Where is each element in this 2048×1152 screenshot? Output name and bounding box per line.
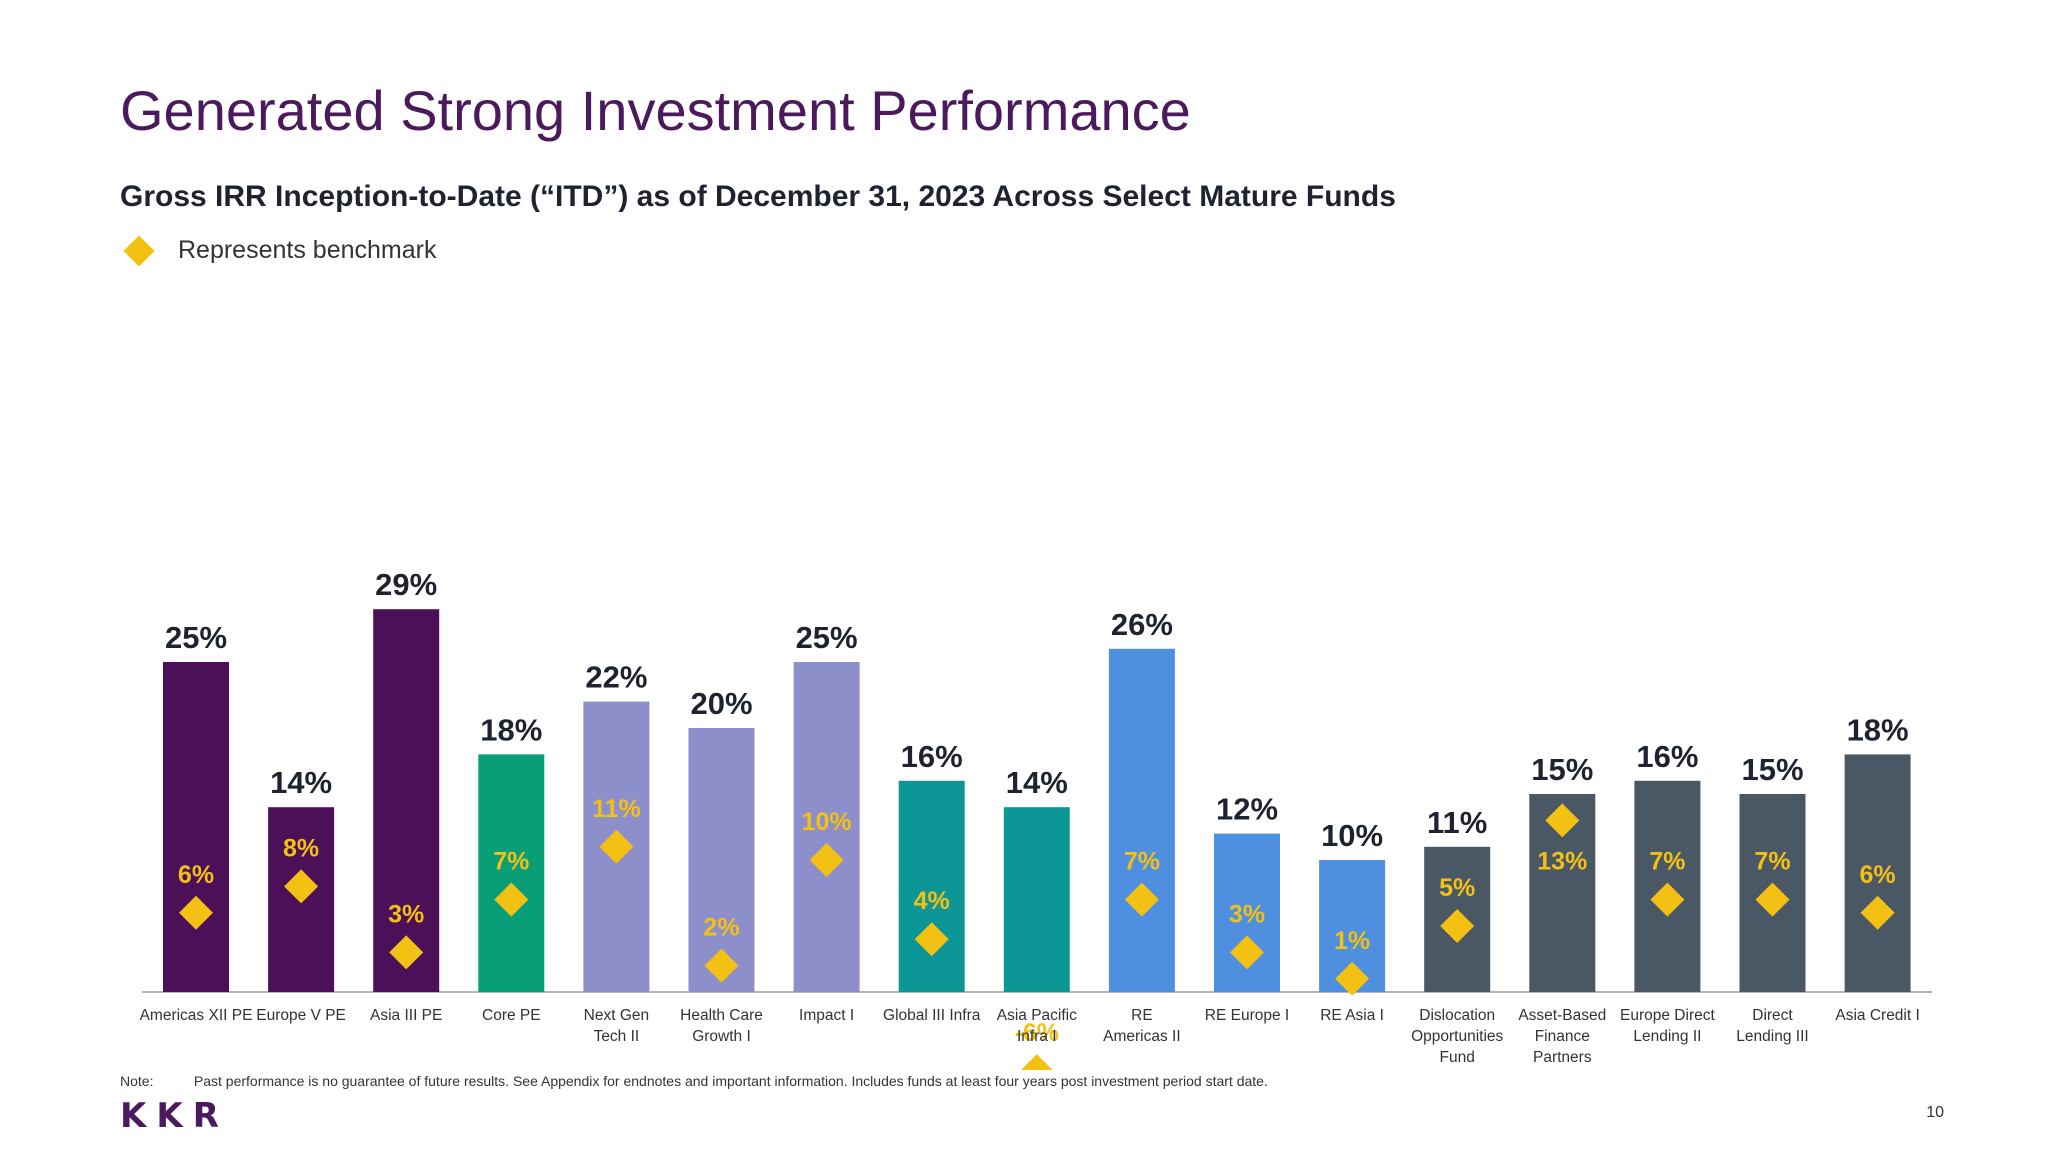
legend: Represents benchmark [120,234,437,267]
benchmark-value-label: 5% [1439,874,1475,902]
category-tick-label: Impact I [799,1007,854,1024]
benchmark-value-label: 6% [1860,861,1896,889]
benchmark-diamond [284,869,319,904]
category-tick-label: Tech II [594,1028,640,1045]
chart-subtitle: Gross IRR Inception-to-Date (“ITD”) as o… [120,180,1396,213]
legend-label: Represents benchmark [178,236,437,264]
page-title: Generated Strong Investment Performance [120,79,1191,142]
benchmark-diamond [1124,882,1159,917]
bar-value-label: 29% [375,567,437,602]
benchmark-value-label: 3% [388,900,424,928]
category-tick-label: Opportunities [1411,1028,1503,1045]
category-tick-label: Partners [1533,1049,1592,1066]
benchmark-diamond [494,882,529,917]
bar [478,754,545,992]
benchmark-value-label: 11% [592,795,641,823]
footnote: Note: Past performance is no guarantee o… [120,1073,1268,1089]
benchmark-value-label: 13% [1537,847,1587,875]
category-tick-label: Direct [1752,1007,1793,1024]
bar-value-label: 16% [1636,739,1698,774]
benchmark-diamond [1860,895,1895,930]
footnote-text: Past performance is no guarantee of futu… [193,1073,1268,1089]
benchmark-value-label: 6% [178,861,214,889]
benchmark-value-label: 2% [703,914,739,942]
category-tick-label: Global III Infra [883,1007,981,1024]
kkr-logo: KKR [120,1096,229,1136]
category-tick-label: Fund [1440,1049,1475,1066]
bar-value-label: 12% [1216,792,1278,827]
benchmark-diamond [809,843,844,877]
benchmark-value-label: 7% [1754,848,1790,876]
category-tick-label: RE [1131,1007,1153,1024]
benchmark-diamond [1440,909,1475,943]
bar-value-label: 10% [1321,818,1383,853]
bar-chart: 25% 6% Americas XII PE 14% 8% Europe V PE 29% 3… [140,567,1932,1070]
category-tick-label: Health Care [680,1007,763,1024]
benchmark-value-label: 7% [493,848,529,876]
benchmark-value-label: 10% [802,808,852,836]
bar-value-label: 16% [901,739,963,774]
bar [373,609,440,992]
benchmark-diamond [1335,961,1370,996]
bar-value-label: 14% [270,765,332,800]
category-tick-label: RE Europe I [1205,1007,1289,1024]
bar [688,728,755,992]
bar-value-label: 11% [1427,805,1487,840]
category-tick-label: Asset-Based [1518,1007,1606,1024]
category-tick-label: RE Asia I [1320,1007,1384,1024]
category-tick-label: Europe V PE [256,1007,346,1024]
benchmark-diamond [1230,935,1264,970]
benchmark-diamond [704,948,739,983]
bar [1844,754,1911,992]
category-tick-label: Finance [1535,1028,1590,1045]
bar-value-label: 20% [690,686,752,721]
benchmark-diamond [1545,803,1580,838]
benchmark-value-label: 3% [1229,900,1265,928]
category-tick-label: Asia Pacific [997,1007,1077,1024]
bar [163,662,229,992]
bar-value-label: 15% [1531,752,1593,787]
category-tick-label: Asia III PE [370,1007,442,1024]
benchmark-value-label: -6% [1015,1019,1059,1047]
category-tick-label: Infra I [1017,1028,1057,1045]
bar-value-label: 18% [1847,712,1909,747]
category-tick-label: Europe Direct [1620,1007,1715,1024]
bar [1108,648,1175,992]
category-tick-label: Dislocation [1419,1007,1495,1024]
bar [898,780,965,992]
category-tick-label: Growth I [692,1028,751,1045]
benchmark-diamond [1755,882,1790,917]
benchmark-diamond [1020,1054,1053,1070]
benchmark-value-label: 4% [914,887,950,915]
bar-value-label: 18% [480,712,542,747]
benchmark-diamond [1650,882,1685,917]
benchmark-value-label: 7% [1649,848,1685,876]
category-tick-label: Americas XII PE [140,1007,253,1024]
category-tick-label: Americas II [1103,1028,1181,1045]
footnote-label: Note: [120,1073,154,1089]
benchmark-value-label: 1% [1334,927,1370,955]
category-tick-label: Next Gen [584,1007,649,1024]
page-number: 10 [1926,1104,1944,1121]
bar-value-label: 15% [1741,752,1803,787]
benchmark-diamond [914,922,949,957]
category-tick-label: Lending III [1736,1028,1808,1045]
benchmark-diamond [599,829,634,864]
category-tick-label: Lending II [1633,1028,1701,1045]
bar [793,662,860,992]
category-tick-label: Core PE [482,1007,541,1024]
benchmark-diamond [179,895,213,930]
bar-value-label: 22% [585,660,647,695]
benchmark-value-label: 8% [283,834,319,862]
benchmark-diamond [389,935,424,970]
bar [1003,807,1070,992]
bar-value-label: 14% [1006,765,1068,800]
bar-value-label: 25% [796,620,858,655]
category-tick-label: Asia Credit I [1835,1007,1919,1024]
bar-value-label: 25% [165,620,227,655]
benchmark-value-label: 7% [1124,848,1160,876]
bar-value-label: 26% [1111,607,1173,642]
